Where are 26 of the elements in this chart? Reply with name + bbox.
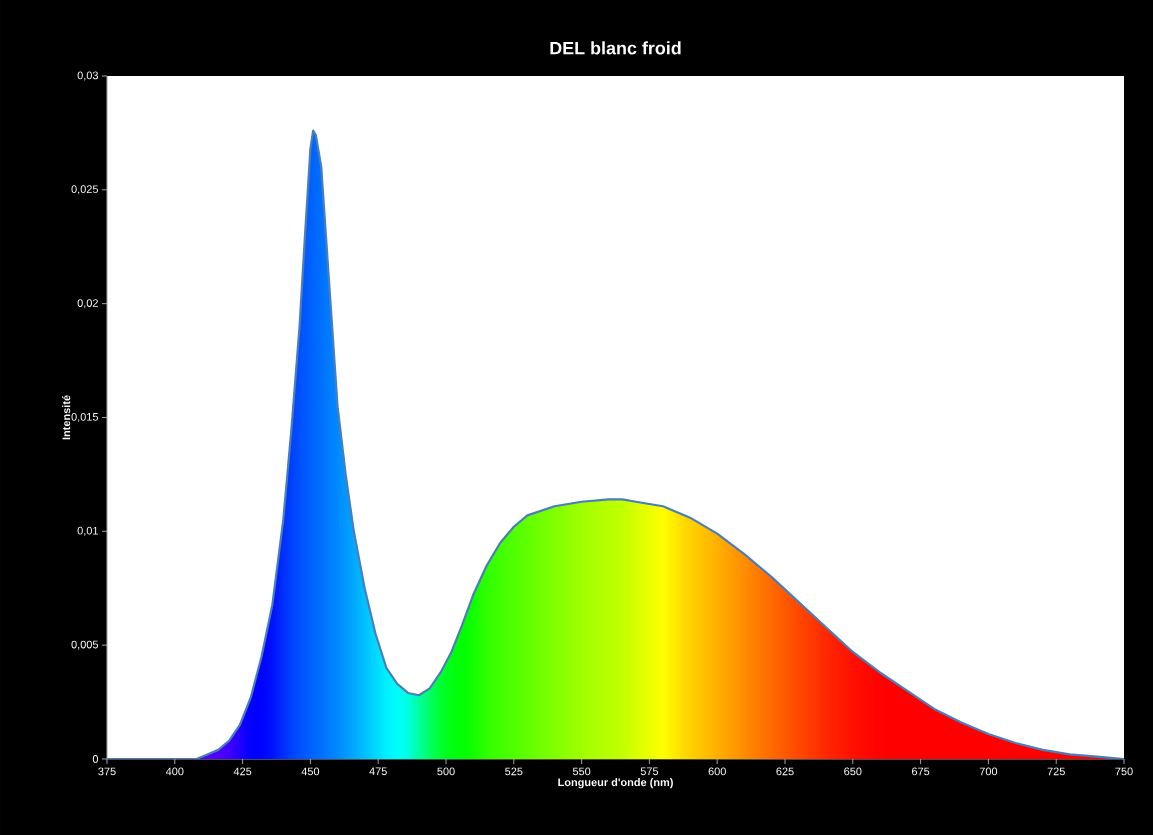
x-tick-label: 700: [979, 767, 998, 776]
x-tick-label: 400: [165, 767, 184, 776]
chart-title: DEL blanc froid: [550, 41, 681, 55]
x-tick-label: 725: [1047, 767, 1065, 776]
y-tick-label: 0,005: [71, 640, 99, 650]
x-tick-label: 750: [1115, 767, 1133, 776]
y-tick-label: 0,01: [77, 526, 98, 536]
y-tick-label: 0: [92, 755, 99, 763]
x-tick-label: 600: [708, 767, 726, 776]
y-tick-label: 0,02: [77, 299, 98, 309]
x-tick-label: 450: [301, 767, 320, 776]
y-axis-title: Intensité: [62, 395, 71, 440]
x-tick-label: 375: [98, 767, 116, 776]
x-tick-label: 475: [369, 767, 387, 776]
x-tick-label: 500: [437, 767, 455, 776]
x-tick-label: 575: [640, 767, 659, 776]
x-tick-label: 550: [572, 767, 591, 776]
x-tick-label: 625: [776, 767, 794, 776]
y-tick-label: 0,025: [71, 185, 99, 195]
x-tick-label: 650: [844, 767, 862, 776]
x-tick-label: 425: [233, 767, 252, 776]
y-tick-label: 0,03: [77, 71, 98, 81]
x-tick-label: 675: [912, 767, 930, 776]
x-axis-title: Longueur d'onde (nm): [558, 778, 673, 789]
x-tick-label: 525: [505, 767, 523, 776]
y-tick-label: 0,015: [71, 412, 99, 423]
